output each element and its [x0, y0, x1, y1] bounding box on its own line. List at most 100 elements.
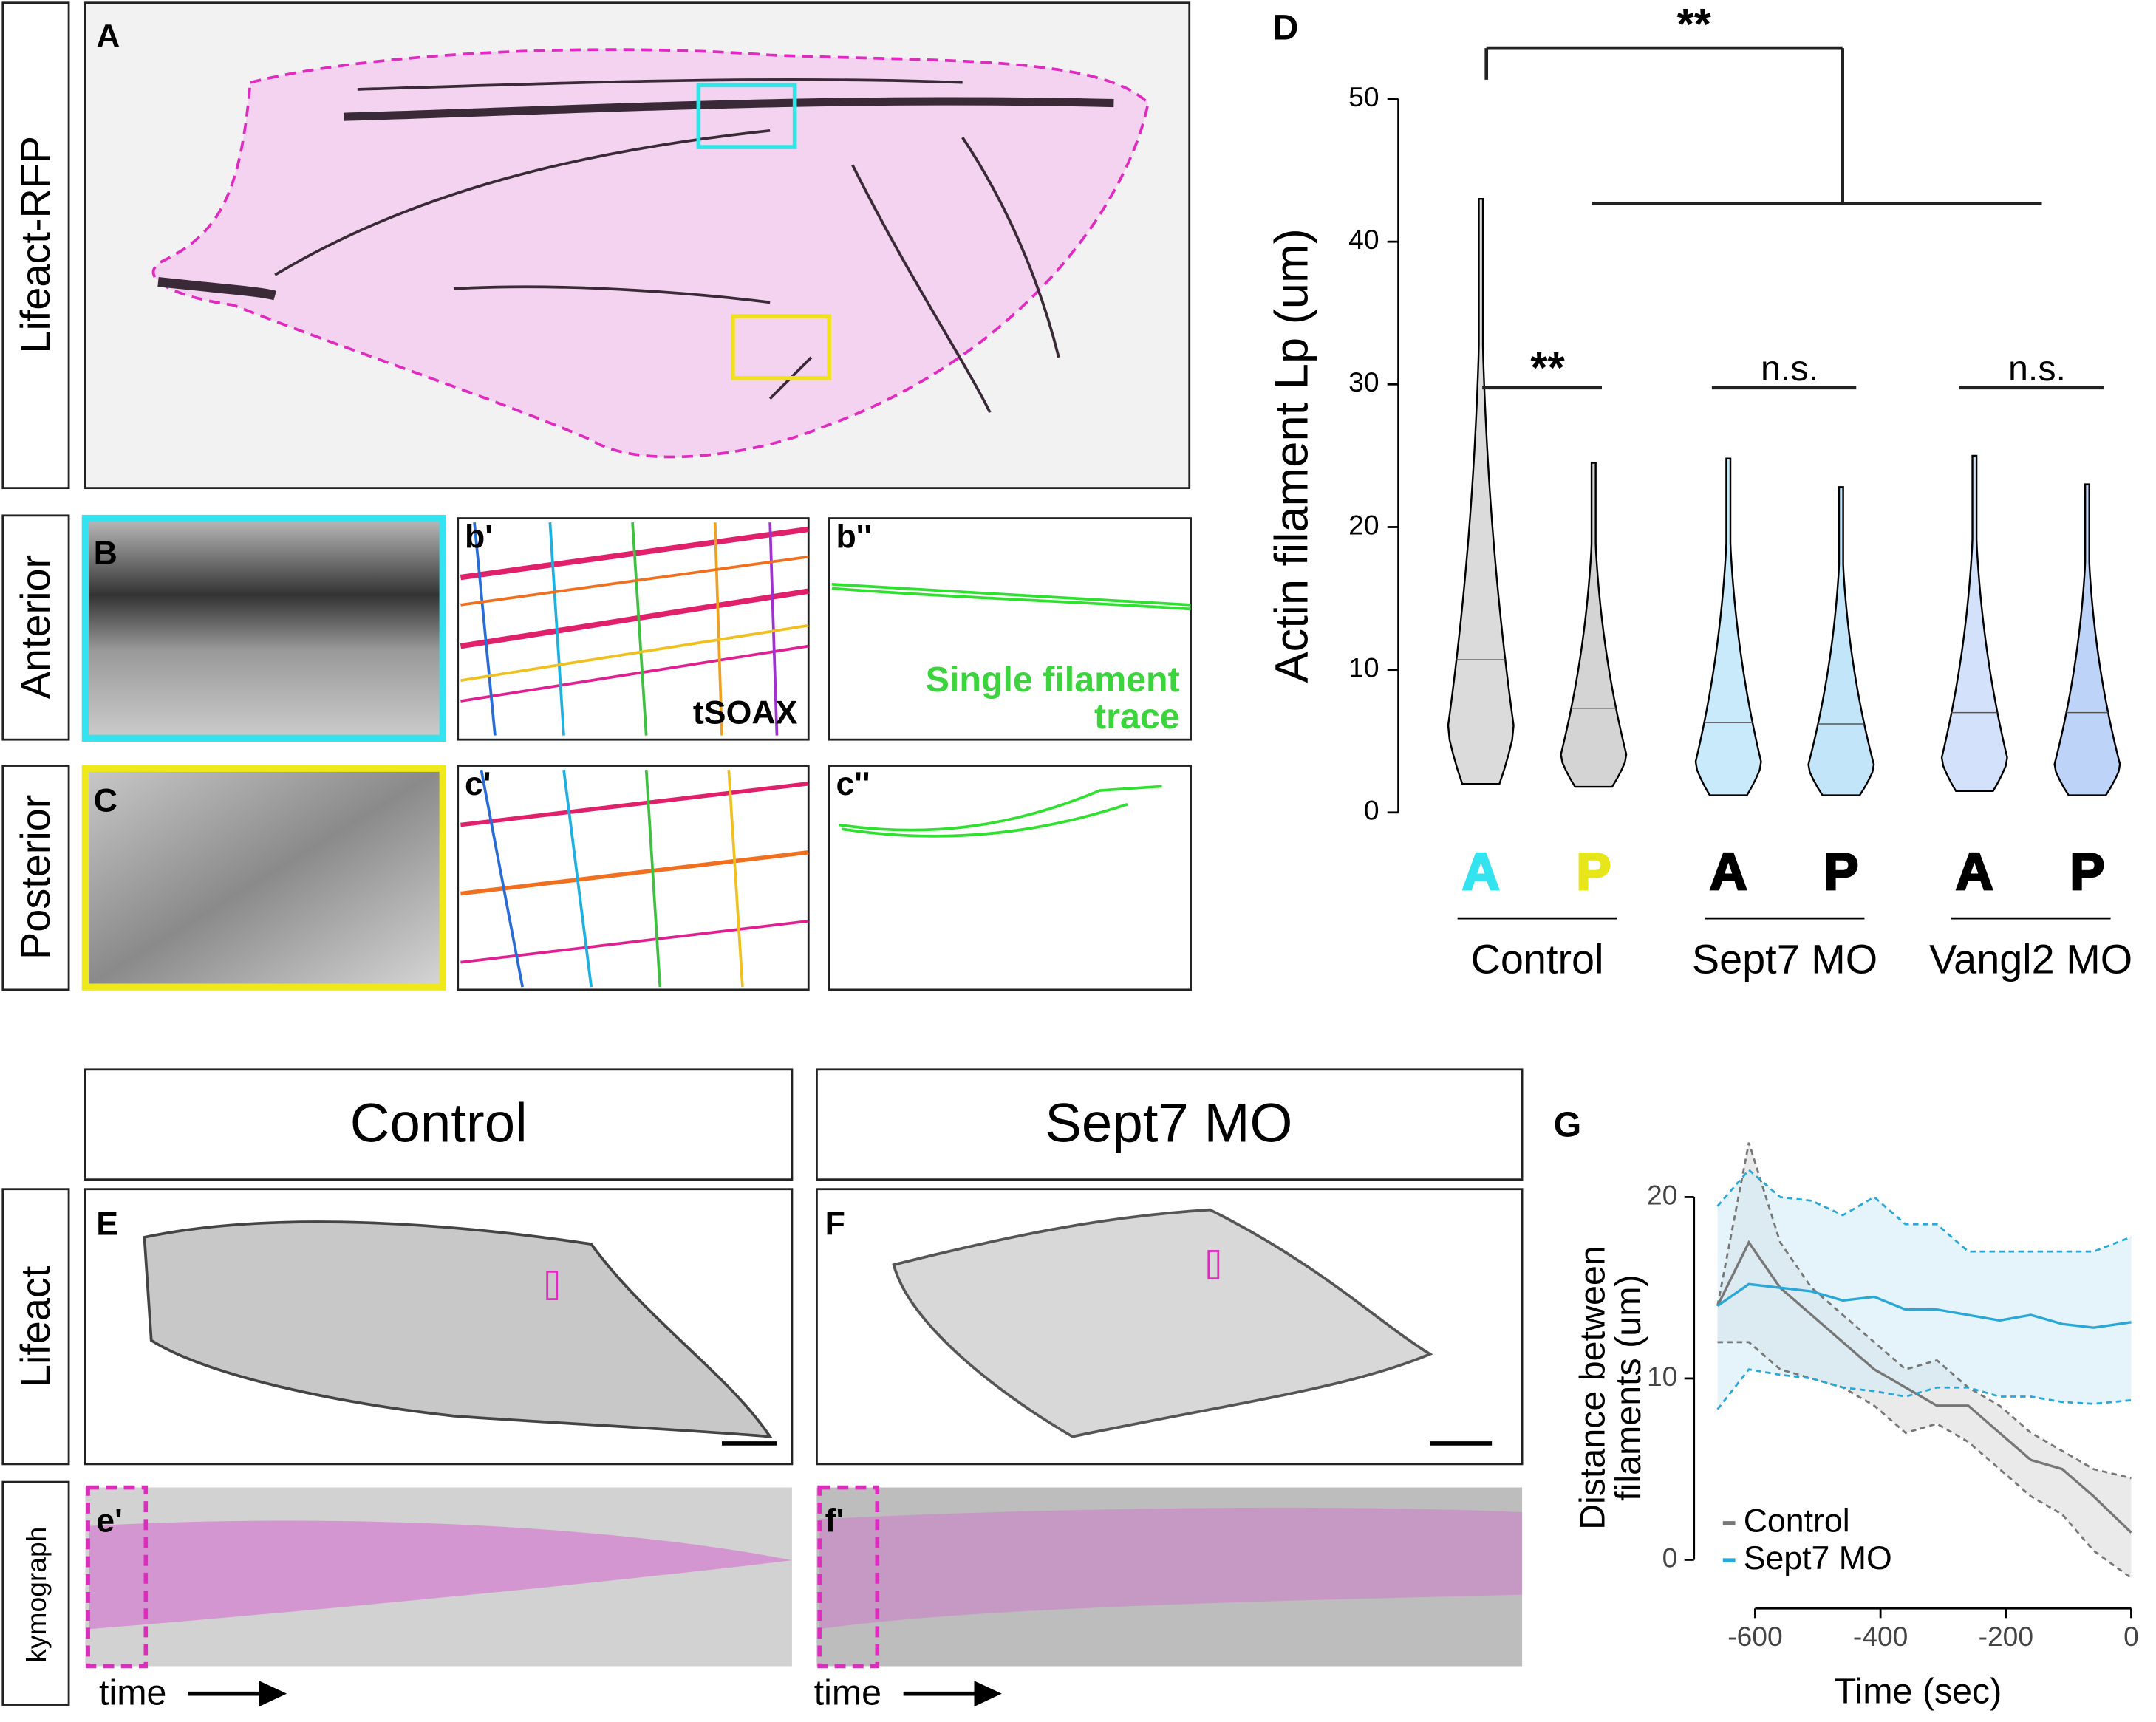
- band-edge: [1717, 1341, 2132, 1579]
- violin: [2053, 483, 2121, 796]
- panel-letter: f': [825, 1503, 845, 1540]
- category-label: P: [2070, 842, 2104, 901]
- micrograph: [81, 514, 446, 742]
- panel-letter: A: [96, 18, 120, 55]
- panel-letter: b'': [836, 519, 872, 555]
- single-trace: [831, 583, 1191, 611]
- label-box: [1, 1188, 70, 1466]
- y-axis-label: Actin filament Lp (um): [1266, 228, 1318, 683]
- x-tick-label: -400: [1853, 1621, 1908, 1652]
- label-box: [1, 1, 70, 490]
- filaments: [157, 78, 1114, 414]
- violin: [1940, 454, 2008, 793]
- band-edge: [1716, 1368, 2132, 1410]
- tsoax-traces: [460, 522, 809, 736]
- header-box: [816, 1068, 1524, 1181]
- violin: [1560, 462, 1628, 788]
- panels-e-f: Control Sept7 MO Lifeact kymograph E F e…: [1, 1068, 1524, 1712]
- panel-letter: F: [825, 1206, 845, 1243]
- y-tick-label: 10: [1348, 652, 1379, 683]
- band-edge: [1716, 1168, 2132, 1253]
- legend-label: Sept7 MO: [1744, 1540, 1892, 1576]
- panel-letter: b': [465, 519, 493, 555]
- roi: [546, 1270, 559, 1300]
- panel-letter: E: [96, 1206, 118, 1243]
- category-label: A: [1462, 842, 1500, 901]
- arrow: [188, 1681, 287, 1707]
- panel-letter: C: [94, 783, 117, 819]
- panel-letter: c': [465, 766, 491, 802]
- trace-label: Single filament: [926, 660, 1180, 700]
- roi-posterior: [731, 314, 831, 380]
- violin: [1694, 457, 1762, 796]
- category-label: A: [1956, 842, 1993, 901]
- line: [1716, 1282, 2132, 1329]
- panel-a: Lifeact-RFP A: [1, 1, 1191, 490]
- kymo-band: [89, 1520, 792, 1630]
- chart-d: D Actin filament Lp (um) 0 10 20 30 40 50 Contro…: [1266, 0, 2132, 982]
- group-label: Control: [1471, 935, 1604, 982]
- panel-c: Posterior C c' c'': [1, 765, 1192, 991]
- legend-label: Control: [1744, 1503, 1850, 1540]
- y-tick-label: 30: [1348, 366, 1379, 397]
- group-label: Sept7 MO: [1692, 935, 1877, 982]
- band-edge: [1716, 1142, 2132, 1480]
- y-tick-label: 40: [1348, 224, 1379, 255]
- x-tick-label: 0: [2123, 1621, 2139, 1652]
- y-tick-label: 10: [1647, 1361, 1677, 1392]
- line: [1716, 1240, 2132, 1534]
- row-label: Anterior: [12, 555, 58, 699]
- group-label: Vangl2 MO: [1929, 935, 2132, 982]
- y-tick-label: 0: [1662, 1542, 1678, 1573]
- label-box: [1, 765, 70, 991]
- panel-b: Anterior B b' b'' tSOAX Single filament …: [1, 514, 1192, 742]
- violin: [1447, 197, 1515, 785]
- row-label: Lifeact: [12, 1265, 58, 1387]
- label-box: [1, 514, 70, 741]
- row-label: kymograph: [21, 1527, 52, 1663]
- kymo-roi: [817, 1485, 880, 1669]
- y-tick-label: 20: [1348, 509, 1379, 540]
- band: [1717, 1169, 2132, 1410]
- method-label: tSOAX: [693, 694, 798, 731]
- cell: [143, 1220, 773, 1438]
- time-label: time: [99, 1673, 166, 1712]
- roi-anterior: [696, 83, 797, 149]
- y-axis-label: filaments (um): [1609, 1274, 1648, 1500]
- panel-letter: e': [96, 1503, 122, 1540]
- arrow: [903, 1681, 1002, 1707]
- category-label: P: [1824, 842, 1858, 901]
- y-tick-label: 20: [1647, 1179, 1677, 1210]
- significance: n.s.: [2008, 349, 2066, 389]
- chart-g: G 0 10 20 -600 -400 -200 0 Time (sec) Distance be…: [1554, 1105, 2139, 1712]
- x-tick-label: -200: [1979, 1621, 2033, 1652]
- tsoax-traces: [460, 769, 809, 988]
- significance: **: [1530, 343, 1565, 392]
- panel-letter: c'': [836, 766, 870, 802]
- row-label: Lifeact-RFP: [12, 136, 58, 354]
- y-axis-label: Distance between: [1572, 1246, 1612, 1530]
- x-axis-label: Time (sec): [1835, 1671, 2002, 1711]
- cell: [892, 1208, 1433, 1438]
- panel-letter: G: [1554, 1105, 1582, 1145]
- roi: [1207, 1250, 1220, 1280]
- header-box: [84, 1068, 794, 1181]
- panel-letter: D: [1273, 8, 1299, 48]
- row-label: Posterior: [12, 795, 58, 960]
- kymo-roi: [86, 1485, 149, 1669]
- category-label: A: [1710, 842, 1747, 901]
- single-trace: [838, 785, 1162, 838]
- column-header: Control: [350, 1093, 528, 1154]
- band: [1717, 1142, 2132, 1578]
- significance: n.s.: [1761, 349, 1818, 389]
- micrograph: [81, 765, 446, 991]
- column-header: Sept7 MO: [1045, 1093, 1292, 1154]
- y-tick-label: 0: [1364, 795, 1379, 826]
- time-label: time: [814, 1673, 881, 1712]
- y-tick-label: 50: [1348, 81, 1379, 112]
- violin: [1807, 486, 1875, 796]
- label-box: [1, 1480, 70, 1706]
- category-label: P: [1576, 842, 1611, 901]
- x-tick-label: -600: [1727, 1621, 1782, 1652]
